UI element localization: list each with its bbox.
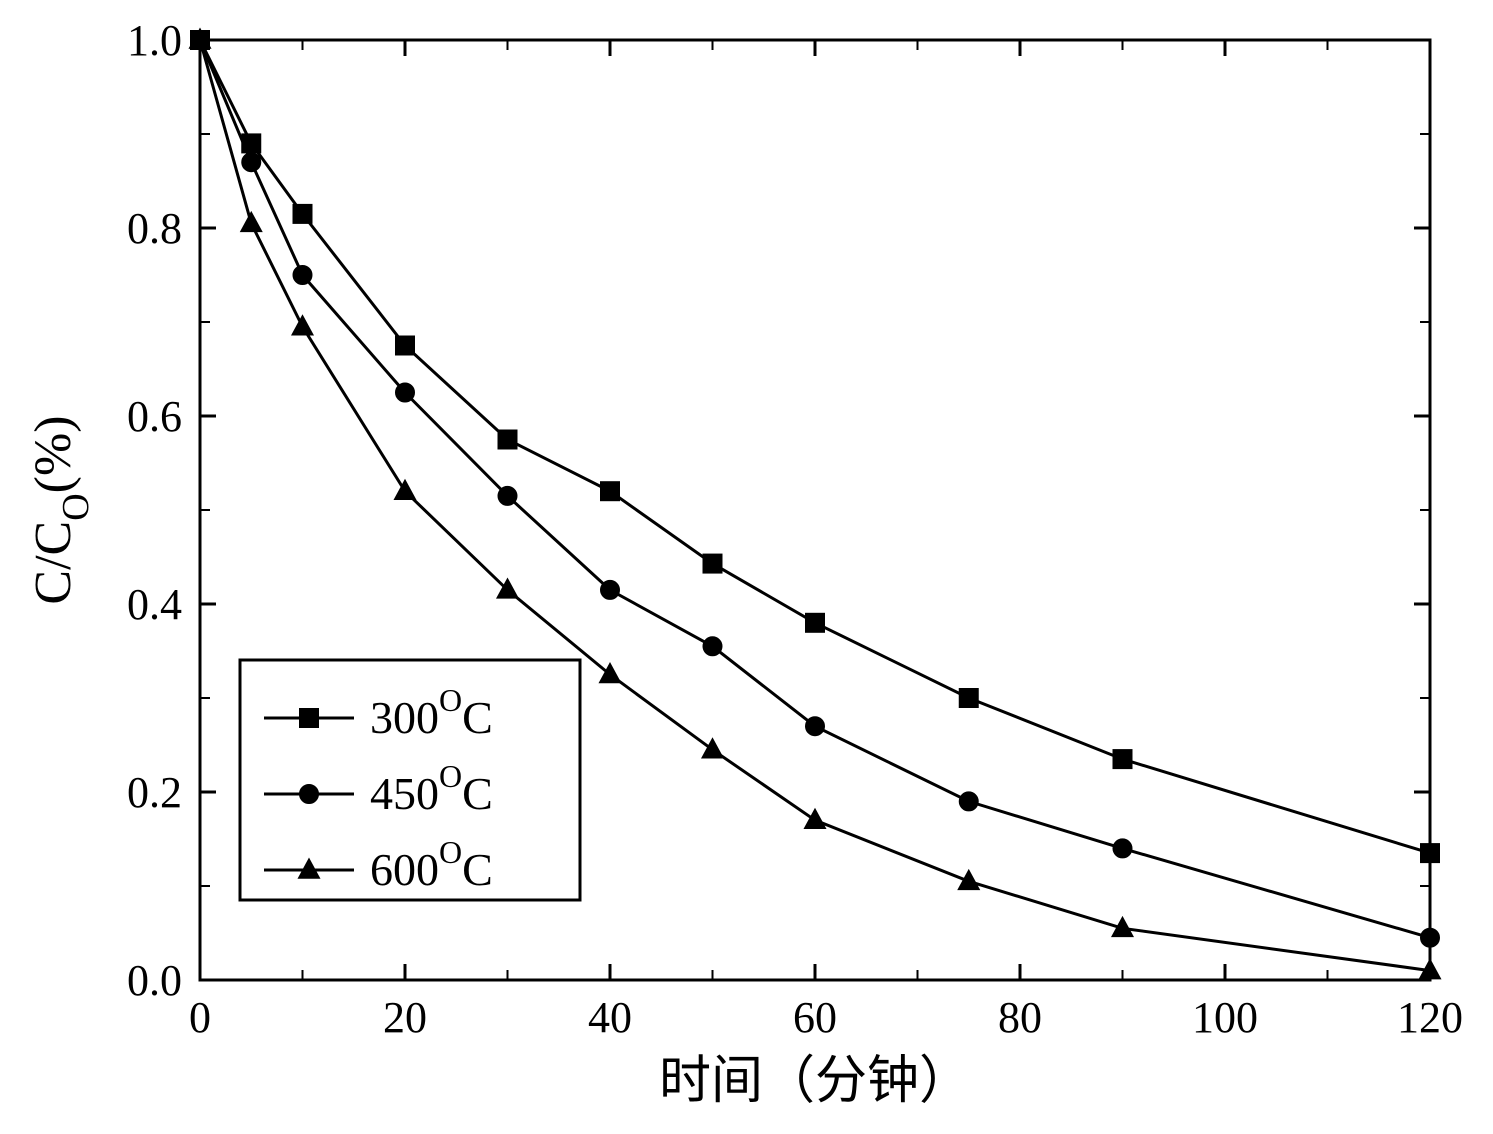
x-tick-label: 100 (1192, 993, 1258, 1042)
x-tick-label: 40 (588, 993, 632, 1042)
legend-label: 600OC (370, 834, 493, 895)
y-tick-label: 0.0 (127, 956, 182, 1005)
svg-text:C/CO(%): C/CO(%) (25, 415, 97, 604)
x-tick-label: 120 (1397, 993, 1463, 1042)
x-axis-label: 时间（分钟） (659, 1053, 971, 1110)
legend: 300OC 450OC 600OC (240, 660, 580, 900)
y-tick-label: 0.4 (127, 580, 182, 629)
legend-label: 450OC (370, 758, 493, 819)
x-tick-label: 0 (189, 993, 211, 1042)
chart-container: 0 20 40 60 80 100 120 0.0 0.2 0.4 0.6 0.8 1.0 时间（分钟） C… (0, 0, 1493, 1134)
y-tick-label: 0.6 (127, 392, 182, 441)
chart-svg: 0 20 40 60 80 100 120 0.0 0.2 0.4 0.6 0.8 1.0 时间（分钟） C… (0, 0, 1493, 1134)
y-axis-label: C/CO(%) (25, 415, 97, 604)
x-tick-label: 60 (793, 993, 837, 1042)
x-tick-label: 80 (998, 993, 1042, 1042)
y-tick-label: 0.8 (127, 204, 182, 253)
x-tick-label: 20 (383, 993, 427, 1042)
legend-label: 300OC (370, 682, 493, 743)
y-tick-label: 0.2 (127, 768, 182, 817)
y-tick-label: 1.0 (127, 16, 182, 65)
